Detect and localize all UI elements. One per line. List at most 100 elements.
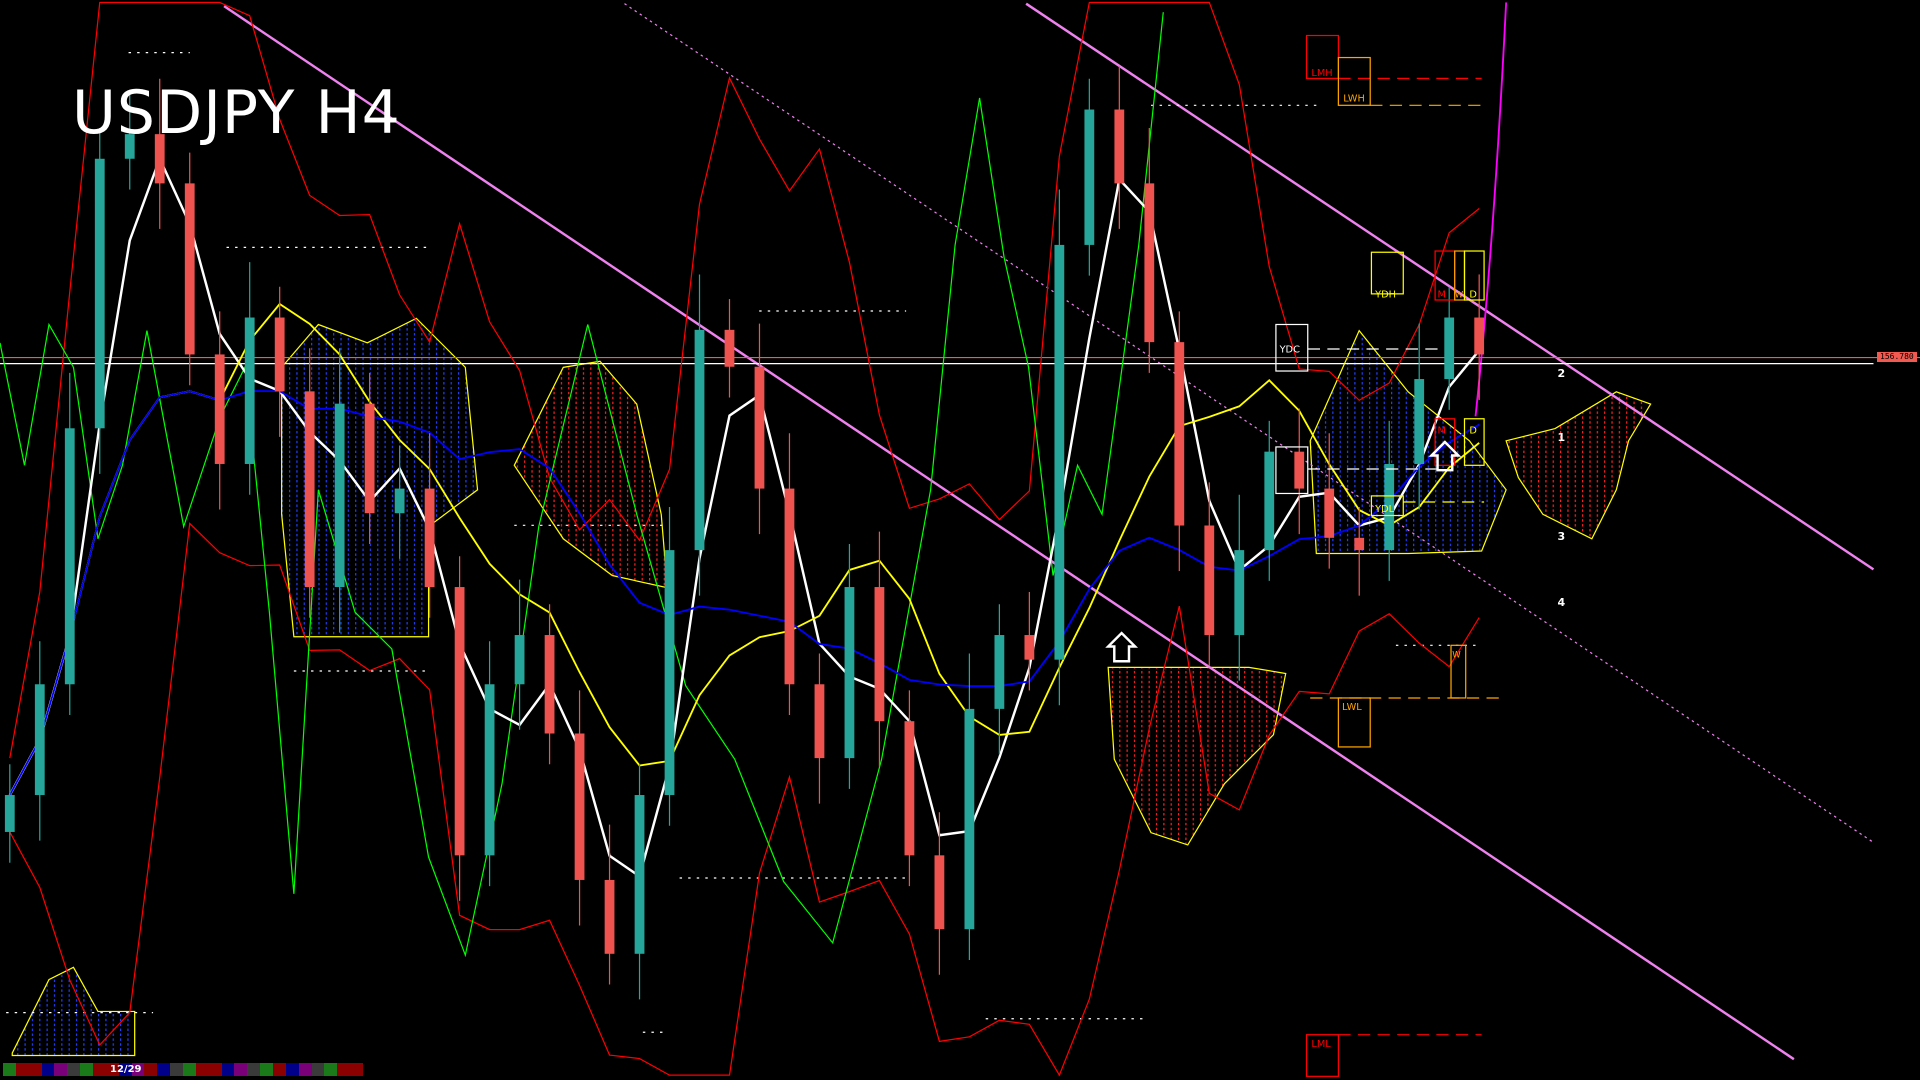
timeline-segment[interactable] <box>80 1063 94 1076</box>
candle <box>1234 494 1245 681</box>
timeline-segment[interactable] <box>298 1063 312 1076</box>
candle <box>244 262 255 495</box>
candle-body <box>604 879 615 954</box>
candle-body <box>994 635 1005 709</box>
level-boxes: LMH LWH YDH M W D YDC YDL M D W LWL LML <box>1275 34 1507 1077</box>
ydl-box <box>1370 495 1404 517</box>
candle-body <box>154 134 165 184</box>
timeline-segment[interactable] <box>41 1063 55 1076</box>
candle-body <box>1414 379 1425 464</box>
candle <box>154 78 165 229</box>
candle <box>1054 189 1065 706</box>
band-lower-line <box>9 522 1480 1077</box>
timeline-segment[interactable] <box>221 1063 235 1076</box>
cloud-bearish <box>1107 666 1287 846</box>
candle <box>994 604 1005 755</box>
timeline-segment[interactable] <box>337 1063 351 1076</box>
candle <box>874 531 885 767</box>
candle <box>964 653 975 960</box>
ichimoku-cloud <box>11 317 1652 1057</box>
timeline-segment[interactable] <box>28 1063 42 1076</box>
current-price-label: 156.780 <box>1877 352 1917 362</box>
candle <box>1204 482 1215 666</box>
timeline-segment[interactable] <box>67 1063 81 1076</box>
yd-open-box <box>1275 446 1309 495</box>
candle-body <box>334 403 345 588</box>
timeline-segment[interactable] <box>350 1063 364 1076</box>
timeline-segment[interactable] <box>195 1063 209 1076</box>
timeline-segment[interactable] <box>54 1063 68 1076</box>
m-label: M <box>1438 290 1446 301</box>
timeline-segment[interactable] <box>131 1063 145 1076</box>
lwh-label: LWH <box>1343 94 1365 105</box>
candle-body <box>124 134 135 159</box>
candle-body <box>34 684 45 796</box>
timeline-segment[interactable] <box>183 1063 196 1076</box>
candle-body <box>1144 183 1155 343</box>
timeline-segment[interactable] <box>260 1063 274 1076</box>
candle <box>1264 420 1275 581</box>
ydc-box <box>1275 323 1309 372</box>
candle <box>424 433 435 618</box>
timeline-segment[interactable] <box>3 1063 16 1076</box>
candle-body <box>694 329 705 551</box>
timeline-segment[interactable] <box>208 1063 222 1076</box>
lml-label: LML <box>1311 1039 1331 1050</box>
candle-body <box>544 635 555 734</box>
timeline-segment[interactable] <box>144 1063 158 1076</box>
candle-body <box>364 403 375 514</box>
channel-line-lower[interactable] <box>223 5 1795 1061</box>
d-label: D <box>1469 290 1477 301</box>
candle-body <box>1444 317 1455 380</box>
candle-body <box>1204 525 1215 636</box>
ydl-label: YDL <box>1374 504 1395 515</box>
candle <box>484 641 495 887</box>
candle-body <box>1054 244 1065 660</box>
timeline-segment[interactable] <box>311 1063 325 1076</box>
candle-body <box>394 488 405 514</box>
candle <box>214 311 225 510</box>
timeline-segment[interactable] <box>170 1063 184 1076</box>
channel-label: 2 <box>1558 367 1566 380</box>
timeline-segment[interactable] <box>105 1063 119 1076</box>
candle <box>1384 420 1395 581</box>
channel-line-upper[interactable] <box>1025 2 1875 571</box>
cloud-bullish <box>11 966 136 1057</box>
channel-label: 3 <box>1558 530 1566 543</box>
projection-curve <box>1474 2 1508 417</box>
candle-body <box>1384 463 1395 551</box>
candle <box>694 274 705 596</box>
timeline-segment[interactable] <box>93 1063 106 1076</box>
candle-body <box>1084 109 1095 245</box>
candle-body <box>304 391 315 588</box>
w-label: W <box>1455 291 1464 301</box>
candle-body <box>1234 550 1245 636</box>
candle <box>34 641 45 841</box>
candle-body <box>94 158 105 429</box>
timeline-segment[interactable] <box>285 1063 299 1076</box>
candle <box>634 764 645 1000</box>
candle-body <box>1024 635 1035 660</box>
candle-body <box>784 488 795 685</box>
candle-body <box>454 587 465 856</box>
timeline-segment[interactable] <box>118 1063 132 1076</box>
ma-mid-line <box>8 302 1480 796</box>
bollinger-bands <box>9 1 1480 1077</box>
session-timeline-bar[interactable] <box>3 1063 364 1076</box>
timeline-segment[interactable] <box>247 1063 261 1076</box>
candle-body <box>424 488 435 588</box>
candle <box>1084 78 1095 276</box>
timeline-segment[interactable] <box>273 1063 286 1076</box>
cloud-bullish <box>1309 329 1507 555</box>
candle-body <box>244 317 255 464</box>
band-upper-line <box>9 1 1480 759</box>
timeline-segment[interactable] <box>324 1063 338 1076</box>
timeline-segment[interactable] <box>157 1063 171 1076</box>
cloud-bearish <box>1505 391 1652 540</box>
timeline-segment[interactable] <box>15 1063 29 1076</box>
candle-body <box>874 587 885 722</box>
timeline-segment[interactable] <box>234 1063 248 1076</box>
candle <box>724 299 735 398</box>
